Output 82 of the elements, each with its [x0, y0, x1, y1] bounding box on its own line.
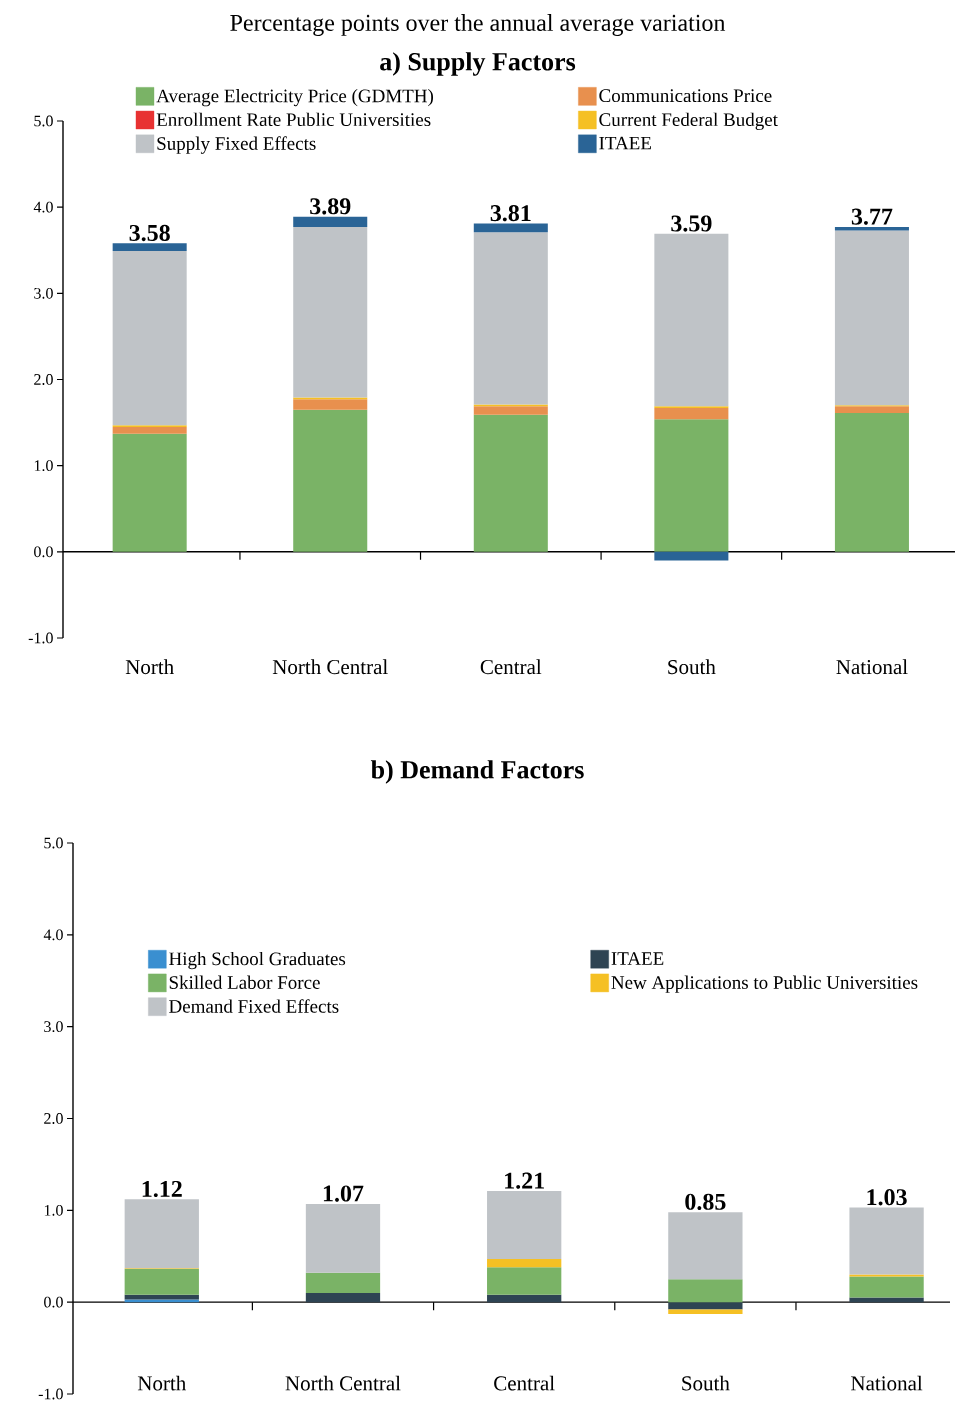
y-tick-label: 2.0	[44, 1113, 63, 1124]
y-tick-label: 2.0	[34, 374, 53, 385]
x-tick-label: Central	[494, 1375, 555, 1391]
bar	[112, 251, 187, 426]
bar	[668, 1302, 743, 1310]
total-label: 0.85	[685, 1193, 726, 1210]
y-tick-label: 0.0	[44, 1296, 63, 1308]
bar	[487, 1191, 562, 1259]
y-tick-label: 1.0	[44, 1204, 63, 1216]
x-tick-label: North	[125, 659, 174, 675]
y-tick-label: -1.0	[38, 1388, 63, 1400]
legend-label: Average Electricity Price (GDMTH)	[156, 89, 434, 107]
legend-label: Communications Price	[599, 89, 772, 103]
bar	[124, 1199, 199, 1269]
bar	[112, 433, 187, 552]
bar	[487, 1267, 562, 1295]
x-tick-label: Central	[480, 659, 542, 675]
bar	[487, 1259, 562, 1268]
chart-subtitle: a) Supply Factors	[380, 52, 576, 76]
bar	[834, 413, 909, 552]
legend-label: Skilled Labor Force	[169, 975, 320, 989]
bar	[668, 1212, 743, 1280]
chart-title: Percentage points over the annual average variation	[230, 14, 726, 36]
bar	[473, 223, 548, 233]
bar	[473, 406, 548, 415]
total-label: 3.59	[671, 215, 712, 232]
legend-label: ITAEE	[599, 136, 651, 150]
bar	[487, 1294, 562, 1303]
bar	[112, 426, 187, 434]
y-tick-label: 1.0	[34, 460, 53, 472]
legend-label: New Applications to Public Universities	[611, 975, 918, 993]
bar	[305, 1292, 381, 1303]
y-tick-label: 4.0	[43, 929, 63, 941]
legend-label: Demand Fixed Effects	[169, 999, 339, 1013]
x-tick-label: North Central	[272, 659, 388, 675]
x-tick-label: National	[836, 659, 908, 675]
y-tick-label: 3.0	[34, 287, 53, 299]
bar	[112, 243, 187, 252]
total-label: 3.58	[129, 224, 170, 242]
legend-label: Supply Fixed Effects	[157, 136, 316, 154]
total-label: 1.12	[142, 1180, 182, 1198]
y-tick-label: 3.0	[44, 1021, 63, 1033]
y-tick-label: 5.0	[44, 837, 63, 849]
total-label: 1.03	[867, 1189, 907, 1206]
x-tick-label: South	[668, 659, 716, 675]
bar	[124, 1299, 199, 1303]
total-label: 3.81	[490, 205, 531, 222]
x-tick-label: National	[851, 1375, 923, 1391]
bar	[124, 1269, 199, 1295]
bar	[849, 1207, 924, 1275]
total-label: 3.77	[851, 208, 893, 225]
x-tick-label: South	[682, 1375, 730, 1391]
total-label: 1.07	[323, 1185, 364, 1202]
bar	[293, 409, 368, 552]
y-tick-label: 5.0	[34, 115, 53, 127]
legend-label: Current Federal Budget	[599, 112, 778, 130]
chart-title: b) Demand Factors	[370, 760, 584, 784]
legend-label: Enrollment Rate Public Universities	[156, 112, 431, 127]
bar	[305, 1272, 381, 1293]
bar	[654, 407, 729, 420]
bar	[293, 216, 368, 227]
bar	[654, 551, 729, 561]
bar	[654, 419, 729, 552]
legend-label: ITAEE	[611, 952, 664, 965]
y-tick-label: 4.0	[33, 201, 53, 213]
x-tick-label: North Central	[285, 1375, 401, 1391]
bar	[473, 232, 548, 405]
bar	[654, 233, 729, 407]
total-label: 1.21	[505, 1172, 544, 1189]
bar	[668, 1279, 743, 1303]
bar	[473, 414, 548, 552]
x-tick-label: North	[137, 1375, 187, 1391]
bar	[305, 1203, 381, 1273]
y-tick-label: 0.0	[34, 546, 53, 558]
bar	[849, 1276, 924, 1298]
bar	[293, 226, 368, 398]
total-label: 3.89	[310, 198, 351, 215]
bar	[834, 406, 909, 414]
bar	[834, 230, 909, 406]
y-tick-label: -1.0	[28, 632, 53, 644]
bar	[293, 399, 368, 410]
legend-label: High School Graduates	[169, 951, 346, 970]
